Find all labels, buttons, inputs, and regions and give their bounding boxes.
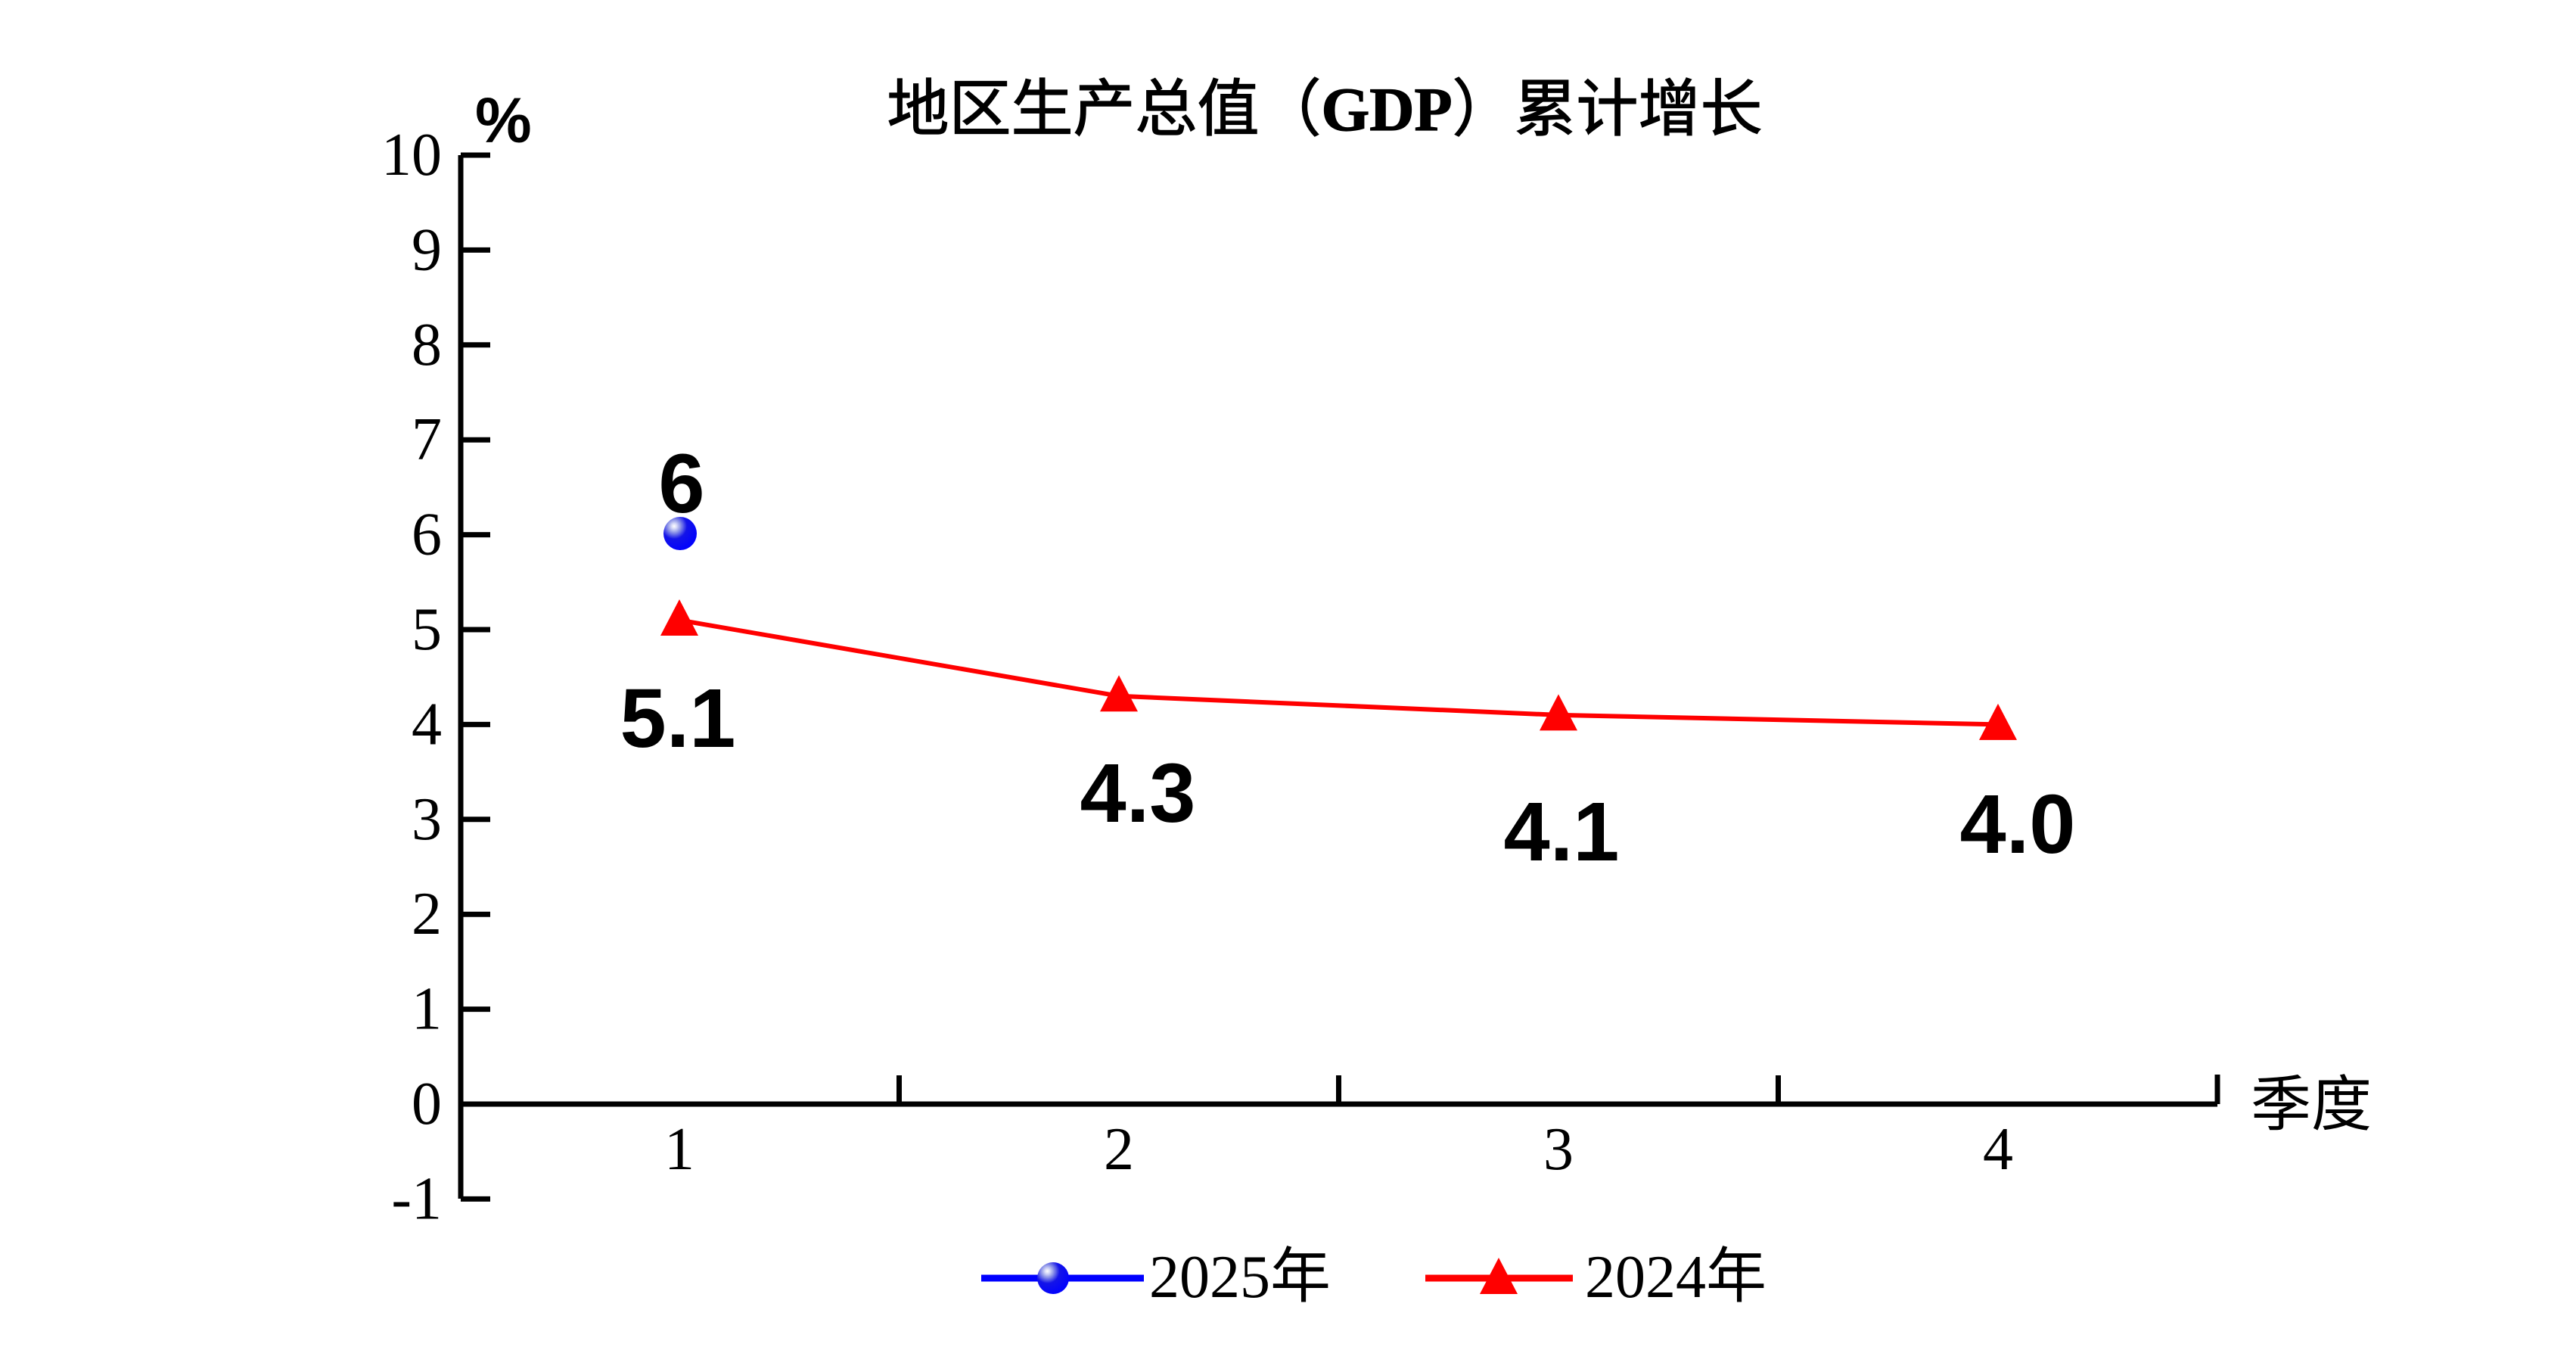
svg-text:5: 5 xyxy=(412,596,442,663)
svg-text:4.1: 4.1 xyxy=(1504,785,1620,879)
svg-text:9: 9 xyxy=(412,216,442,283)
svg-text:季度: 季度 xyxy=(2251,1072,2372,1139)
svg-text:2024年: 2024年 xyxy=(1585,1244,1767,1311)
svg-text:0: 0 xyxy=(412,1071,442,1137)
svg-text:2: 2 xyxy=(412,881,442,947)
svg-text:2: 2 xyxy=(1104,1116,1134,1183)
svg-text:3: 3 xyxy=(412,786,442,853)
svg-text:%: % xyxy=(475,85,532,156)
svg-text:4.0: 4.0 xyxy=(1960,778,2076,871)
svg-text:4: 4 xyxy=(412,691,442,757)
svg-text:2025年: 2025年 xyxy=(1149,1244,1331,1311)
svg-text:4: 4 xyxy=(1983,1116,2013,1183)
svg-text:5.1: 5.1 xyxy=(620,672,736,765)
svg-text:7: 7 xyxy=(412,406,442,473)
svg-text:10: 10 xyxy=(381,122,442,188)
svg-text:地区生产总值（GDP）累计增长: 地区生产总值（GDP）累计增长 xyxy=(887,75,1762,144)
svg-text:6: 6 xyxy=(658,437,704,530)
svg-text:3: 3 xyxy=(1543,1116,1574,1183)
svg-text:4.3: 4.3 xyxy=(1080,747,1196,840)
svg-text:6: 6 xyxy=(412,502,442,568)
svg-text:8: 8 xyxy=(412,312,442,378)
svg-text:1: 1 xyxy=(412,976,442,1043)
svg-text:-1: -1 xyxy=(391,1165,442,1232)
svg-text:1: 1 xyxy=(664,1116,694,1183)
